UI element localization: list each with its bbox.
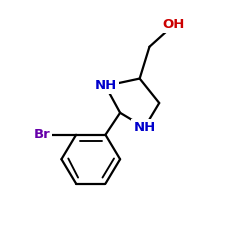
Text: Br: Br <box>34 128 50 141</box>
Text: OH: OH <box>163 18 185 31</box>
Text: NH: NH <box>94 80 116 92</box>
Text: NH: NH <box>134 121 156 134</box>
